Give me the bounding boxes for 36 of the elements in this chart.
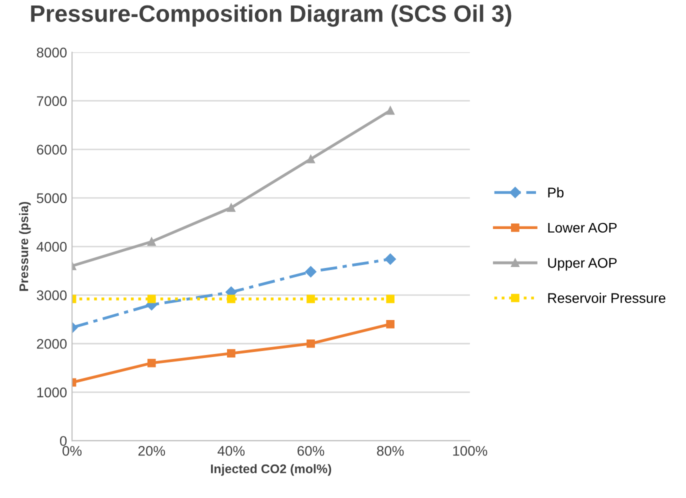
y-tick-label: 7000 xyxy=(36,96,67,106)
y-tick-label: 0 xyxy=(60,436,67,446)
y-tick-label: 8000 xyxy=(36,48,67,58)
point xyxy=(306,339,315,348)
x-tick-label: 100% xyxy=(453,446,488,456)
y-tick-label: 2000 xyxy=(36,338,67,349)
point xyxy=(305,266,316,278)
legend-label: Lower AOP xyxy=(548,222,617,233)
x-tick-label: 20% xyxy=(138,446,166,456)
y-tick-label: 6000 xyxy=(36,144,67,155)
legend-label: Upper AOP xyxy=(548,258,617,271)
y-tick-label: 5000 xyxy=(36,193,67,204)
point xyxy=(227,349,236,358)
legend-label: Reservoir Pressure xyxy=(548,292,666,303)
point xyxy=(306,294,315,304)
point xyxy=(147,237,156,246)
x-tick-label: 80% xyxy=(377,446,404,456)
x-tick-label: 40% xyxy=(218,446,245,456)
x-tick-label: 60% xyxy=(298,446,324,456)
point xyxy=(386,294,394,304)
point xyxy=(227,204,236,212)
point xyxy=(227,294,236,304)
point xyxy=(147,358,156,368)
point xyxy=(386,320,394,328)
point xyxy=(384,254,396,265)
point xyxy=(386,106,394,115)
y-tick-label: 1000 xyxy=(37,388,67,398)
y-tick-label: 4000 xyxy=(36,242,67,252)
legend-label: Pb xyxy=(548,187,564,198)
point xyxy=(306,154,315,164)
x-tick-label: 0% xyxy=(62,446,82,456)
x-axis-title: Injected CO2 (mol%) xyxy=(211,464,332,476)
y-tick-label: 3000 xyxy=(36,290,67,300)
y-axis-title: Pressure (psia) xyxy=(19,202,31,291)
chart-title: Pressure-Composition Diagram (SCS Oil 3) xyxy=(31,4,512,27)
point xyxy=(147,294,156,304)
